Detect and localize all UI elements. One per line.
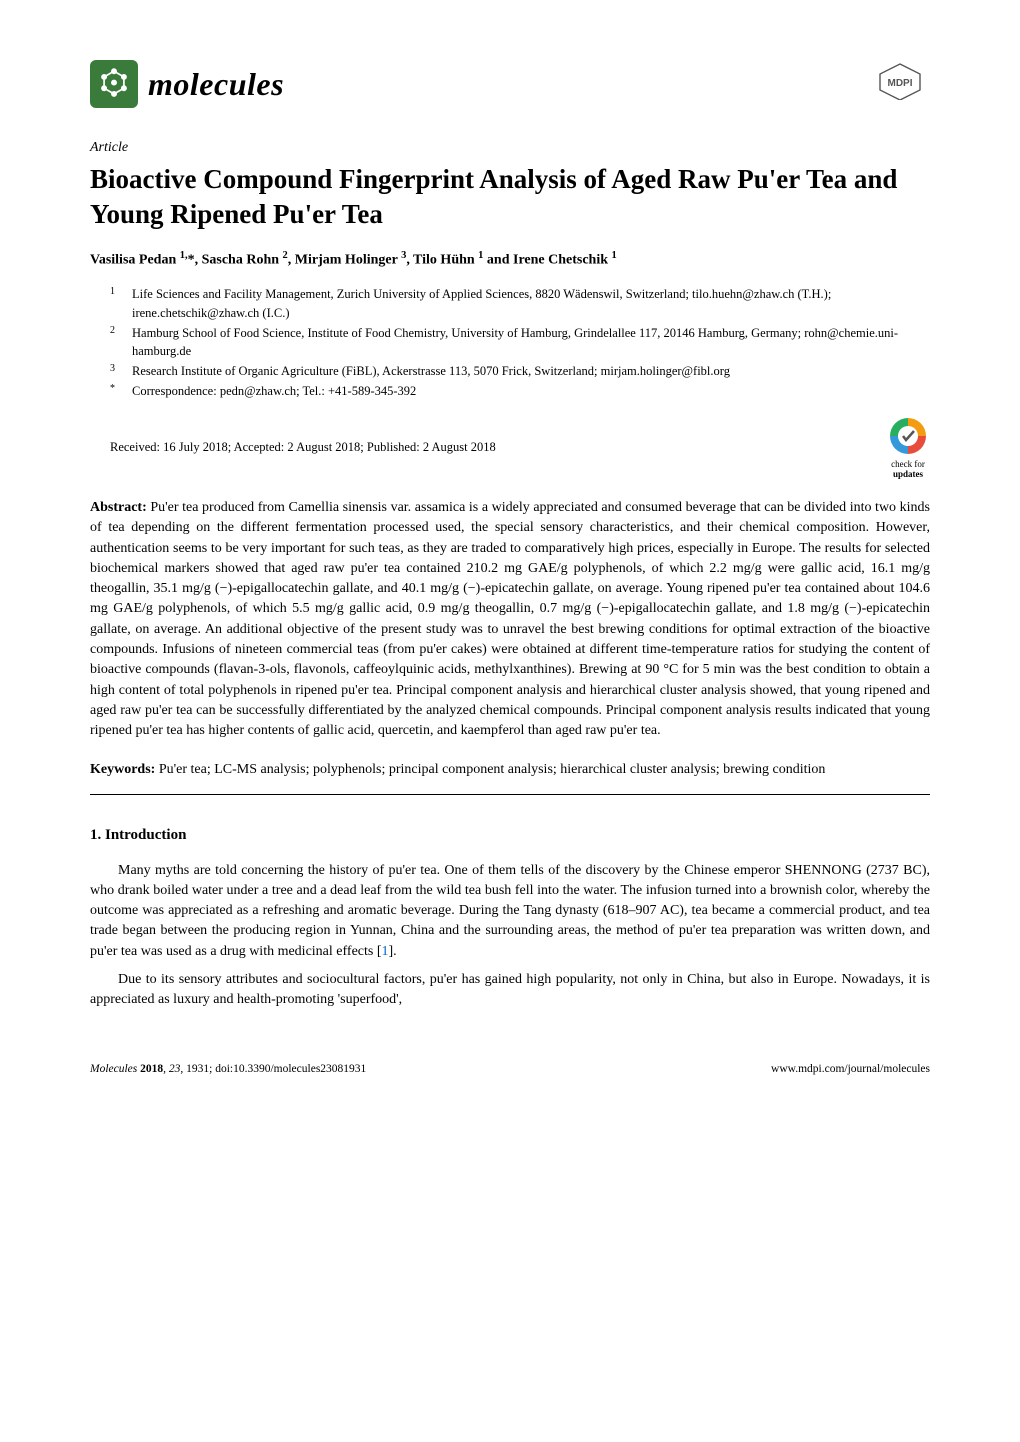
journal-logo-group: molecules	[90, 60, 284, 108]
article-title: Bioactive Compound Fingerprint Analysis …	[90, 162, 930, 232]
affiliations-block: 1 Life Sciences and Facility Management,…	[90, 285, 930, 400]
mdpi-icon: MDPI	[870, 60, 930, 100]
affiliation-text: Life Sciences and Facility Management, Z…	[132, 285, 930, 321]
affiliation-row: * Correspondence: pedn@zhaw.ch; Tel.: +4…	[90, 382, 930, 400]
abstract-block: Abstract: Pu'er tea produced from Camell…	[90, 498, 930, 742]
para-text: ].	[389, 944, 397, 959]
affiliation-num: 3	[110, 362, 118, 380]
article-type: Article	[90, 138, 930, 158]
check-line1: check for	[891, 459, 925, 469]
check-updates-badge[interactable]: check for updates	[886, 414, 930, 480]
page-header: molecules MDPI	[90, 60, 930, 108]
affiliation-text: Research Institute of Organic Agricultur…	[132, 362, 930, 380]
dates-row: Received: 16 July 2018; Accepted: 2 Augu…	[90, 414, 930, 480]
body-paragraph: Due to its sensory attributes and socioc…	[90, 970, 930, 1011]
keywords-label: Keywords:	[90, 762, 155, 777]
para-text: Many myths are told concerning the histo…	[90, 863, 930, 959]
check-line2: updates	[893, 469, 923, 479]
affiliation-num: 2	[110, 324, 118, 360]
section-heading: 1. Introduction	[90, 825, 930, 847]
page-footer: Molecules 2018, 23, 1931; doi:10.3390/mo…	[90, 1061, 930, 1078]
keywords-block: Keywords: Pu'er tea; LC-MS analysis; pol…	[90, 760, 930, 780]
publisher-logo: MDPI	[870, 60, 930, 107]
affiliation-num: *	[110, 382, 118, 400]
authors-line: Vasilisa Pedan 1,*, Sascha Rohn 2, Mirja…	[90, 248, 930, 271]
check-updates-text: check for updates	[891, 460, 925, 480]
affiliation-text: Hamburg School of Food Science, Institut…	[132, 324, 930, 360]
affiliation-row: 3 Research Institute of Organic Agricult…	[90, 362, 930, 380]
molecule-icon	[97, 67, 131, 101]
abstract-text: Pu'er tea produced from Camellia sinensi…	[90, 500, 930, 738]
footer-citation: Molecules 2018, 23, 1931; doi:10.3390/mo…	[90, 1061, 366, 1078]
affiliation-text: Correspondence: pedn@zhaw.ch; Tel.: +41-…	[132, 382, 930, 400]
footer-url[interactable]: www.mdpi.com/journal/molecules	[771, 1061, 930, 1078]
journal-name: molecules	[148, 61, 284, 107]
affiliation-row: 1 Life Sciences and Facility Management,…	[90, 285, 930, 321]
dates-text: Received: 16 July 2018; Accepted: 2 Augu…	[110, 438, 496, 456]
affiliation-row: 2 Hamburg School of Food Science, Instit…	[90, 324, 930, 360]
section-divider	[90, 794, 930, 795]
journal-icon	[90, 60, 138, 108]
body-paragraph: Many myths are told concerning the histo…	[90, 861, 930, 962]
affiliation-num: 1	[110, 285, 118, 321]
svg-text:MDPI: MDPI	[888, 78, 913, 89]
abstract-label: Abstract:	[90, 500, 147, 515]
keywords-text: Pu'er tea; LC-MS analysis; polyphenols; …	[155, 762, 825, 777]
crossmark-icon	[886, 414, 930, 458]
citation-link[interactable]: 1	[382, 944, 389, 959]
